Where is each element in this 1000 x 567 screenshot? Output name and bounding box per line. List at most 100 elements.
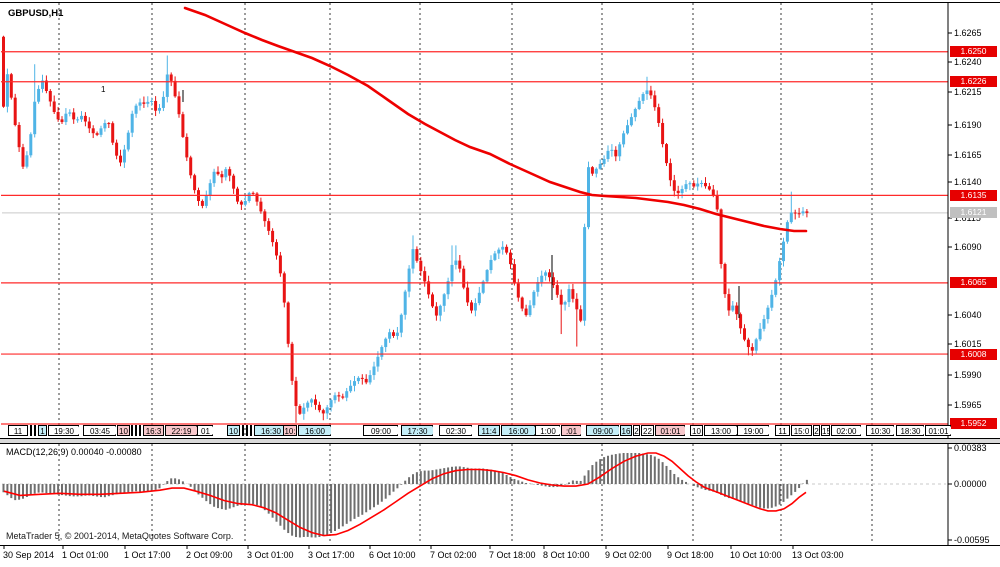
candle-body — [360, 377, 364, 379]
time-tag[interactable] — [30, 425, 32, 436]
time-tag[interactable]: 10:30 — [866, 425, 894, 436]
level-price-badge: 1.5952 — [950, 418, 997, 430]
candle-body — [5, 74, 9, 107]
candle-body — [509, 252, 512, 265]
chart-top-border — [0, 2, 1000, 3]
level-price-badge: 1.6065 — [950, 277, 997, 289]
candle-body — [314, 399, 317, 405]
time-tag[interactable]: 10 — [227, 425, 240, 436]
candle-body — [548, 272, 551, 278]
time-tag[interactable] — [131, 425, 133, 436]
time-tag[interactable]: 2 — [633, 425, 640, 436]
time-tag[interactable]: 11 — [775, 425, 790, 436]
time-tag[interactable]: 01:01 — [655, 425, 685, 436]
candle-body — [442, 294, 446, 306]
candle-body — [645, 90, 649, 95]
time-tag[interactable]: 11 — [8, 425, 28, 436]
time-tag[interactable]: 02:00 — [831, 425, 861, 436]
candle-body — [239, 201, 243, 205]
level-price-badge: 1.6250 — [950, 46, 997, 58]
time-tag[interactable]: 10 — [690, 425, 703, 436]
candle-body — [403, 291, 407, 315]
candle-body — [216, 171, 220, 175]
time-tag[interactable]: 16:00 — [501, 425, 535, 436]
time-tag[interactable]: 1:00 — [535, 425, 560, 436]
candle-body — [48, 90, 52, 102]
time-tag[interactable]: 19:00 — [737, 425, 769, 436]
candle-body — [282, 273, 286, 303]
time-tag[interactable]: 18:30 — [896, 425, 924, 436]
candle-body — [154, 100, 158, 111]
candle-body — [637, 100, 641, 109]
candle-body — [255, 193, 259, 202]
panel-splitter[interactable] — [0, 439, 1000, 443]
time-tag[interactable]: 01:01 — [925, 425, 951, 436]
time-tag[interactable]: 19:30 — [48, 425, 79, 436]
moving-average-line[interactable] — [183, 6, 808, 233]
time-tag[interactable]: 10: — [283, 425, 297, 436]
candle-body — [450, 264, 454, 282]
candle-body — [555, 285, 559, 295]
tag-pointer — [893, 426, 894, 435]
candle-body — [161, 96, 165, 108]
candle-body — [392, 332, 395, 336]
time-tag[interactable] — [246, 425, 248, 436]
tag-pointer — [212, 426, 213, 435]
tag-pointer — [397, 426, 398, 435]
time-tag[interactable]: 16 — [620, 425, 632, 436]
candle-body — [629, 117, 633, 126]
time-tag[interactable]: 15 — [821, 425, 830, 436]
candle-body — [64, 113, 68, 123]
time-tag[interactable]: 13:00 — [704, 425, 737, 436]
time-tag[interactable]: 2 — [813, 425, 820, 436]
candle-body — [770, 294, 774, 308]
candle-body — [797, 213, 801, 215]
time-tag[interactable] — [135, 425, 137, 436]
time-tag[interactable] — [242, 425, 244, 436]
time-tag[interactable] — [250, 425, 252, 436]
candle-body — [200, 201, 204, 206]
candle-body — [489, 259, 493, 271]
time-tag[interactable]: 10 — [117, 425, 130, 436]
time-tag[interactable]: 02:30 — [439, 425, 472, 436]
candle-body — [368, 375, 372, 383]
time-tick-label: 7 Oct 18:00 — [489, 550, 536, 560]
candle-body — [785, 222, 789, 242]
time-tag[interactable]: 22:19 — [165, 425, 197, 436]
time-tag[interactable]: :01 — [561, 425, 581, 436]
time-tag[interactable] — [34, 425, 36, 436]
candle-body — [52, 101, 56, 113]
time-tag[interactable]: 16:3 — [143, 425, 164, 436]
candle-body — [633, 108, 637, 118]
candle-body — [76, 119, 80, 121]
time-tag[interactable]: 09:00 — [586, 425, 619, 436]
candle-body — [594, 168, 598, 174]
candle-body — [298, 406, 302, 414]
time-tag[interactable]: 1 — [38, 425, 47, 436]
candle-body — [715, 195, 719, 210]
time-tag[interactable]: 17:30 — [401, 425, 433, 436]
time-tag[interactable] — [139, 425, 141, 436]
price-tick-label: 1.5965 — [954, 400, 982, 410]
time-tag[interactable]: 22 — [641, 425, 654, 436]
candle-body — [618, 144, 622, 157]
tag-pointer — [923, 426, 924, 435]
time-tag[interactable]: 15:0 — [791, 425, 812, 436]
tag-pointer — [196, 426, 197, 435]
time-tag[interactable]: 01 — [197, 425, 213, 436]
candle-body — [290, 343, 294, 381]
candle-body — [766, 307, 770, 320]
candle-body — [661, 122, 665, 145]
tag-pointer — [618, 426, 619, 435]
candle-body — [473, 303, 477, 311]
time-tag[interactable]: 11:4 — [478, 425, 500, 436]
candle-body — [41, 80, 44, 89]
candle-body — [520, 297, 524, 309]
candle-body — [286, 302, 290, 344]
price-tick-label: 1.6015 — [954, 339, 982, 349]
time-tag[interactable]: 16:00 — [298, 425, 331, 436]
time-tag[interactable]: 09:00 — [363, 425, 398, 436]
time-tag[interactable]: 03:45 — [83, 425, 116, 436]
